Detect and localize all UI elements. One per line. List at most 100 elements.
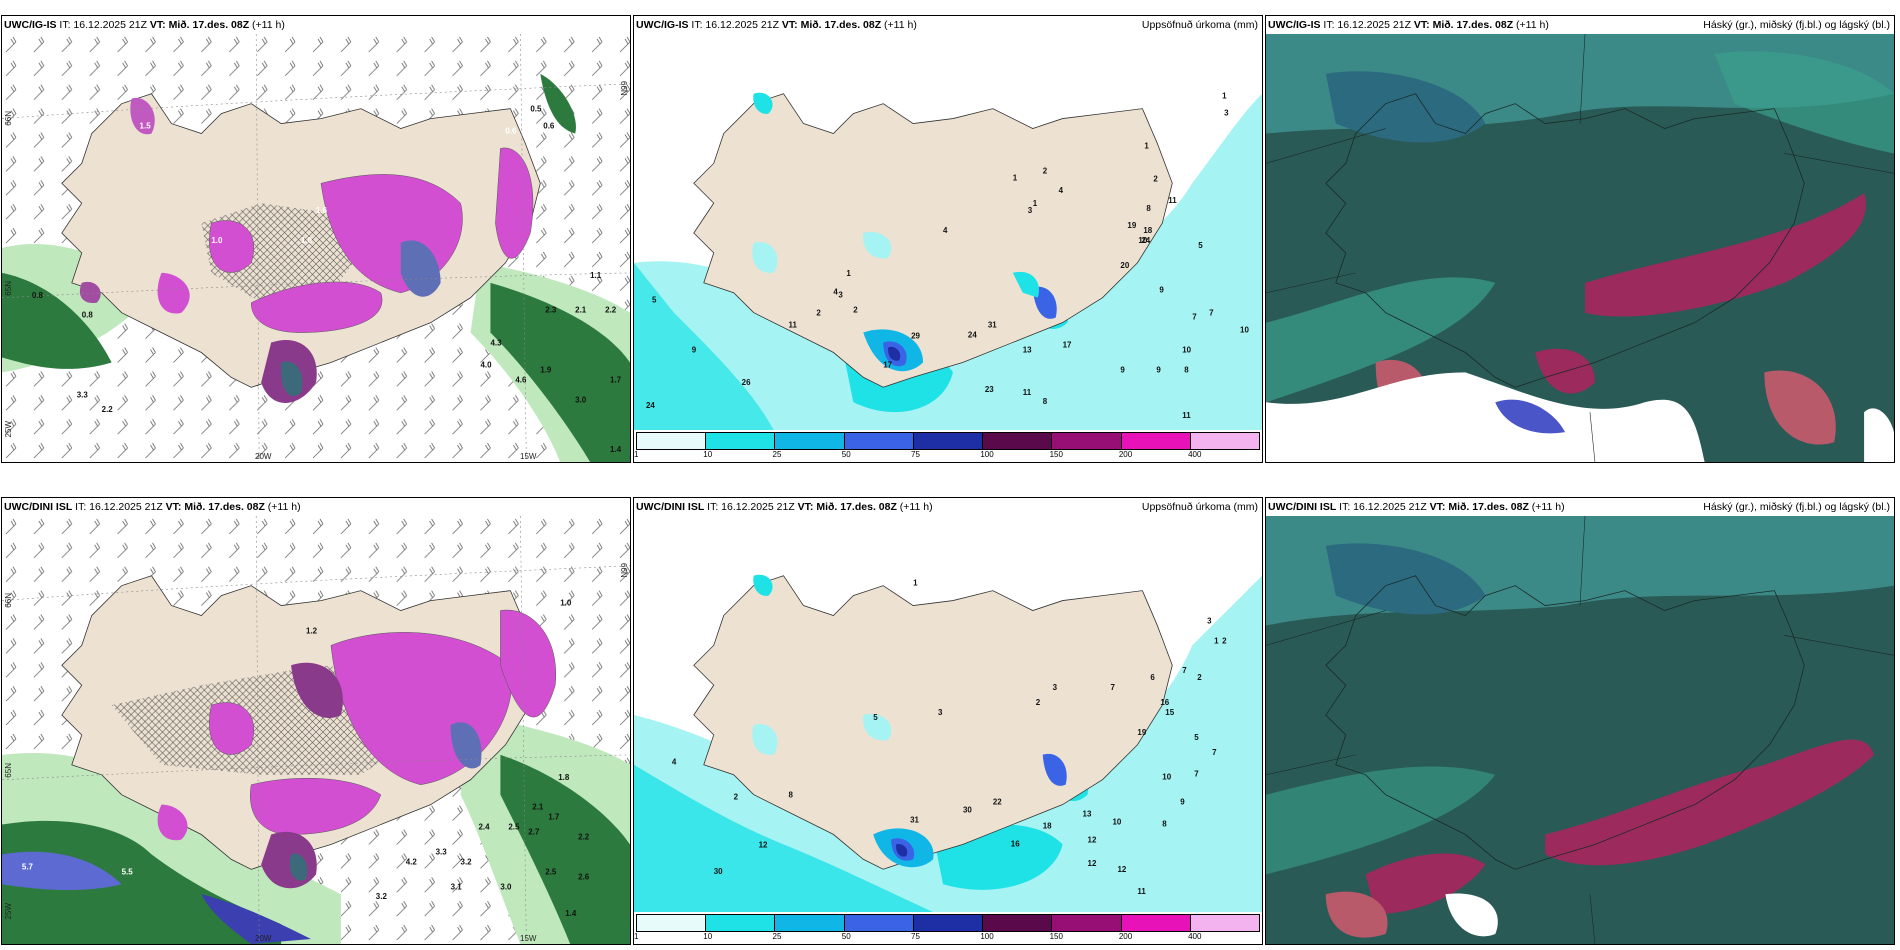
precip-value: 13 bbox=[1083, 809, 1092, 818]
precip-value: 11 bbox=[789, 321, 798, 330]
precip-values-layer: 1 3 2 2 7 6 16 15 19 7 5 7 7 10 9 8 3 2 … bbox=[672, 579, 1227, 896]
precip-value: 8 bbox=[1146, 204, 1151, 213]
precip-value: 2 bbox=[1222, 636, 1227, 645]
wind-value: 2.4 bbox=[478, 823, 490, 832]
init-time: IT: 16.12.2025 21Z bbox=[707, 501, 795, 513]
lat-label-65n: 65N bbox=[4, 763, 13, 778]
model-name: UWC/IG-IS bbox=[1268, 19, 1321, 31]
panel-header: UWC/IG-IS IT: 16.12.2025 21Z VT: Mið. 17… bbox=[1266, 16, 1894, 34]
colorbar-label: 75 bbox=[911, 450, 920, 459]
precip-value: 2 bbox=[816, 309, 821, 318]
precip-value: 31 bbox=[988, 321, 997, 330]
wind-value: 1.6 bbox=[316, 206, 328, 215]
precip-map-svg bbox=[634, 34, 1262, 430]
forecast-step: (+11 h) bbox=[267, 501, 301, 513]
precip-value: 10 bbox=[1138, 236, 1147, 245]
valid-time: VT: Mið. 17.des. 08Z bbox=[165, 501, 265, 513]
wind-value: 3.0 bbox=[575, 395, 587, 404]
wind-value: 5.7 bbox=[22, 862, 34, 871]
colorbar-label: 100 bbox=[980, 932, 994, 941]
precip-value: 5 bbox=[652, 296, 657, 305]
valid-time: VT: Mið. 17.des. 08Z bbox=[797, 501, 897, 513]
precip-value: 8 bbox=[789, 791, 794, 800]
init-time: IT: 16.12.2025 21Z bbox=[59, 19, 147, 31]
wind-value: 0.5 bbox=[530, 105, 542, 114]
precip-value: 23 bbox=[985, 385, 994, 394]
colorbar-label: 400 bbox=[1188, 450, 1202, 459]
colorbar-label: 10 bbox=[703, 932, 713, 941]
precip-value: 19 bbox=[1137, 728, 1146, 737]
wind-value: 1.9 bbox=[540, 365, 552, 374]
lon-label-15w: 15W bbox=[520, 934, 537, 943]
lat-label-65n: 65N bbox=[4, 281, 13, 296]
precip-value: 7 bbox=[1192, 313, 1197, 322]
colorbar-label: 1 bbox=[634, 932, 639, 941]
precip-value: 29 bbox=[911, 331, 920, 340]
precip-value: 8 bbox=[1184, 365, 1189, 374]
precip-value: 1 bbox=[1222, 92, 1227, 101]
precip-value: 30 bbox=[963, 806, 972, 815]
wind-value: 2.2 bbox=[605, 306, 617, 315]
precip-value: 8 bbox=[1043, 397, 1048, 406]
colorbar-label: 150 bbox=[1049, 932, 1063, 941]
precip-value: 8 bbox=[1162, 819, 1167, 828]
cloud-map bbox=[1266, 516, 1894, 944]
wind-value: 2.5 bbox=[545, 867, 557, 876]
wind-value: 0.6 bbox=[505, 127, 517, 136]
wind-map-svg: 1.2 1.0 1.7 1.8 2.1 2.2 2.4 2.5 2.7 2.5 … bbox=[2, 516, 630, 944]
precip-value: 7 bbox=[1212, 748, 1217, 757]
precip-value: 9 bbox=[1120, 365, 1125, 374]
precip-value: 4 bbox=[672, 758, 677, 767]
panel-header: UWC/IG-IS IT: 16.12.2025 21Z VT: Mið. 17… bbox=[634, 16, 1262, 34]
precip-value: 3 bbox=[1207, 616, 1212, 625]
precip-value: 1 bbox=[1214, 636, 1219, 645]
wind-value: 1.0 bbox=[211, 236, 223, 245]
panel-header: UWC/DINI ISL IT: 16.12.2025 21Z VT: Mið.… bbox=[2, 498, 630, 516]
wind-precip-map-panel-row2: UWC/DINI ISL IT: 16.12.2025 21Z VT: Mið.… bbox=[1, 497, 631, 945]
wind-value: 1.1 bbox=[590, 271, 602, 280]
precip-value: 22 bbox=[993, 798, 1002, 807]
precip-value: 16 bbox=[1160, 698, 1169, 707]
precip-value: 3 bbox=[938, 708, 943, 717]
precip-value: 4 bbox=[943, 226, 948, 235]
panel-title: Uppsöfnuð úrkoma (mm) bbox=[1141, 19, 1258, 31]
panel-header: UWC/DINI ISL IT: 16.12.2025 21Z VT: Mið.… bbox=[1266, 498, 1894, 516]
colorbar-swatches bbox=[636, 432, 1260, 450]
precip-value: 4 bbox=[1059, 186, 1064, 195]
wind-value: 0.8 bbox=[82, 311, 94, 320]
colorbar-label: 200 bbox=[1118, 932, 1133, 941]
precip-value: 9 bbox=[1180, 798, 1185, 807]
precip-map: 1 3 2 2 7 6 16 15 19 7 5 7 7 10 9 8 3 2 … bbox=[634, 516, 1262, 912]
wind-map: 0.5 0.6 0.6 1.0 1.6 1.0 0.8 0.8 1.5 3.3 … bbox=[2, 34, 630, 462]
precip-value: 26 bbox=[742, 378, 751, 387]
lon-label-20w: 20W bbox=[255, 934, 272, 943]
lat-label-66n: 66N bbox=[4, 593, 13, 608]
init-time: IT: 16.12.2025 21Z bbox=[691, 19, 779, 31]
precip-value: 4 bbox=[833, 288, 838, 297]
wind-value: 1.4 bbox=[610, 445, 622, 454]
precip-map: 1 3 1 2 2 4 1 1 4 3 8 11 10 18 19 24 20 … bbox=[634, 34, 1262, 430]
precip-value: 1 bbox=[913, 579, 918, 588]
wind-value: 1.8 bbox=[558, 773, 570, 782]
precip-value: 24 bbox=[1141, 236, 1150, 245]
precip-value: 18 bbox=[1143, 226, 1152, 235]
wind-value: 2.1 bbox=[575, 306, 587, 315]
colorbar: 1 10 25 50 75 100 150 200 400 bbox=[634, 430, 1262, 462]
precip-value: 12 bbox=[759, 840, 768, 849]
precip-value: 9 bbox=[1159, 286, 1164, 295]
colorbar-label: 200 bbox=[1118, 450, 1133, 459]
colorbar-label: 75 bbox=[911, 932, 920, 941]
precip-value: 20 bbox=[1120, 261, 1129, 270]
wind-value: 2.2 bbox=[102, 405, 114, 414]
valid-time: VT: Mið. 17.des. 08Z bbox=[1413, 19, 1514, 31]
precip-value: 18 bbox=[1043, 821, 1052, 830]
wind-value: 3.0 bbox=[500, 882, 512, 891]
precip-value: 17 bbox=[883, 360, 892, 369]
wind-value: 1.0 bbox=[301, 236, 313, 245]
precip-value: 11 bbox=[1137, 887, 1146, 896]
forecast-step: (+11 h) bbox=[899, 501, 933, 513]
precip-value: 2 bbox=[1153, 174, 1158, 183]
precip-value: 3 bbox=[838, 291, 843, 300]
valid-time: VT: Mið. 17.des. 08Z bbox=[781, 19, 882, 31]
wind-value: 3.1 bbox=[451, 882, 463, 891]
